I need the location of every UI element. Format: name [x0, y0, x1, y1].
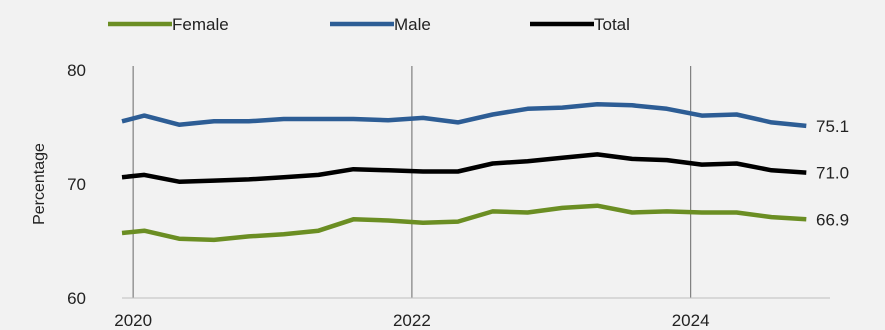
- end-value-labels: 66.9 75.1 71.0: [816, 117, 849, 229]
- x-tick-label: 2020: [114, 311, 152, 330]
- series-line-male: [121, 101, 807, 129]
- legend-label-total: Total: [594, 15, 630, 34]
- legend: Female Male Total: [108, 15, 630, 34]
- y-tick-labels: 60 70 80: [67, 61, 86, 308]
- vertical-gridlines: [132, 66, 692, 298]
- end-label-male: 75.1: [816, 117, 849, 136]
- x-tick-labels: 2020 2022 2024: [114, 311, 709, 330]
- x-tick-label: 2024: [672, 311, 710, 330]
- legend-label-male: Male: [394, 15, 431, 34]
- series-line-female: [121, 203, 807, 243]
- x-tick-label: 2022: [393, 311, 431, 330]
- series-lines: [121, 101, 807, 243]
- y-tick-label: 60: [67, 289, 86, 308]
- y-tick-label: 80: [67, 61, 86, 80]
- series-line-total: [121, 152, 807, 184]
- y-axis-label: Percentage: [31, 143, 48, 225]
- legend-label-female: Female: [172, 15, 229, 34]
- end-label-total: 71.0: [816, 164, 849, 183]
- y-tick-label: 70: [67, 175, 86, 194]
- end-label-female: 66.9: [816, 210, 849, 229]
